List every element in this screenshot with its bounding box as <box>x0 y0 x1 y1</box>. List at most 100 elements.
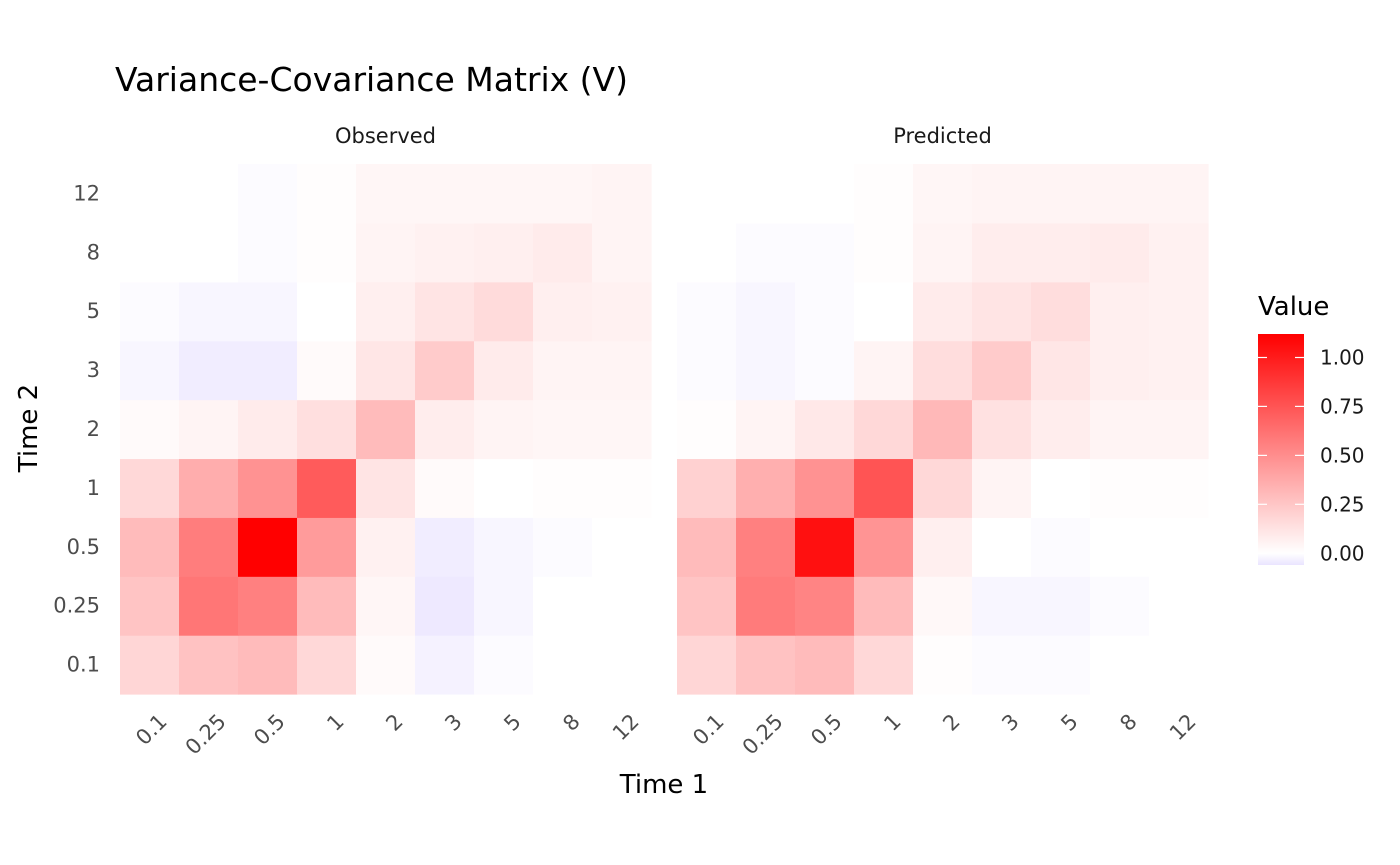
heatmap-cell-observed-1-5 <box>297 281 357 342</box>
heatmap-cell-observed-3-5 <box>415 281 475 342</box>
heatmap-cell-observed-5-12 <box>474 164 534 224</box>
y-tick-label: 12 <box>73 181 100 205</box>
heatmap-cell-predicted-12-2 <box>1149 399 1209 460</box>
heatmap-cell-observed-0.5-12 <box>238 164 298 224</box>
heatmap-cell-observed-0.5-0.25 <box>238 576 298 636</box>
heatmap-cell-predicted-1-1 <box>854 458 914 518</box>
heatmap-cell-predicted-8-5 <box>1090 281 1150 342</box>
heatmap-cell-predicted-1-5 <box>854 281 914 342</box>
heatmap-cell-predicted-5-1 <box>1031 458 1091 518</box>
heatmap-cell-predicted-2-2 <box>913 399 973 460</box>
heatmap-cell-predicted-2-0.5 <box>913 517 973 577</box>
heatmap-cell-observed-12-5 <box>592 281 652 342</box>
heatmap-cell-predicted-1-0.5 <box>854 517 914 577</box>
heatmap-cell-predicted-2-8 <box>913 222 973 283</box>
heatmap-cell-predicted-12-5 <box>1149 281 1209 342</box>
heatmap-cell-observed-0.1-0.1 <box>120 635 180 695</box>
heatmap-cell-observed-2-2 <box>356 399 416 460</box>
heatmap-cell-observed-0.1-5 <box>120 281 180 342</box>
heatmap-cell-predicted-0.1-12 <box>677 164 737 224</box>
heatmap-cell-observed-3-0.5 <box>415 517 475 577</box>
chart-title: Variance-Covariance Matrix (V) <box>115 60 628 99</box>
heatmap-cell-observed-12-3 <box>592 340 652 401</box>
heatmap-cell-observed-5-1 <box>474 458 534 518</box>
heatmap-cell-observed-3-3 <box>415 340 475 401</box>
y-tick-label: 0.25 <box>53 594 100 618</box>
heatmap-cell-observed-3-2 <box>415 399 475 460</box>
heatmap-cell-observed-12-1 <box>592 458 652 518</box>
legend-tick-label: 0.00 <box>1320 541 1365 565</box>
heatmap-cell-observed-8-2 <box>533 399 593 460</box>
heatmap-cell-observed-1-3 <box>297 340 357 401</box>
heatmap-cell-predicted-1-0.1 <box>854 635 914 695</box>
heatmap-cell-predicted-0.1-0.5 <box>677 517 737 577</box>
heatmap-cell-predicted-0.25-8 <box>736 222 796 283</box>
heatmap-cell-observed-5-2 <box>474 399 534 460</box>
heatmap-cell-observed-12-2 <box>592 399 652 460</box>
heatmap-cell-predicted-3-8 <box>972 222 1032 283</box>
x-tick-label: 0.1 <box>688 709 729 750</box>
heatmap-cell-predicted-5-5 <box>1031 281 1091 342</box>
heatmap-cell-observed-5-0.25 <box>474 576 534 636</box>
heatmap-cell-observed-0.1-2 <box>120 399 180 460</box>
heatmap-cell-predicted-2-3 <box>913 340 973 401</box>
heatmap-cell-observed-5-0.5 <box>474 517 534 577</box>
heatmap-cell-predicted-12-8 <box>1149 222 1209 283</box>
x-tick-label: 12 <box>1165 709 1201 745</box>
heatmap-cell-observed-2-1 <box>356 458 416 518</box>
heatmap-cell-observed-8-3 <box>533 340 593 401</box>
heatmap-cell-observed-3-0.1 <box>415 635 475 695</box>
heatmap-cell-observed-1-1 <box>297 458 357 518</box>
heatmap-cell-observed-3-8 <box>415 222 475 283</box>
heatmap-cell-observed-0.25-1 <box>179 458 239 518</box>
heatmap-cell-observed-1-2 <box>297 399 357 460</box>
heatmap-cell-observed-8-0.5 <box>533 517 593 577</box>
heatmap-cell-predicted-8-3 <box>1090 340 1150 401</box>
heatmap-cell-observed-2-8 <box>356 222 416 283</box>
heatmap-cell-predicted-0.5-3 <box>795 340 855 401</box>
heatmap-cell-predicted-12-1 <box>1149 458 1209 518</box>
heatmap-cell-observed-8-1 <box>533 458 593 518</box>
heatmap-cell-predicted-8-1 <box>1090 458 1150 518</box>
heatmap-cell-observed-0.25-8 <box>179 222 239 283</box>
heatmap-cell-observed-0.1-0.25 <box>120 576 180 636</box>
heatmap-cell-predicted-8-0.1 <box>1090 635 1150 695</box>
facet-label-predicted: Predicted <box>893 124 992 148</box>
heatmap-cell-observed-12-12 <box>592 164 652 224</box>
heatmap-cell-predicted-0.5-8 <box>795 222 855 283</box>
heatmap-cell-predicted-0.25-12 <box>736 164 796 224</box>
heatmap-cell-observed-2-0.25 <box>356 576 416 636</box>
heatmap-cell-observed-1-12 <box>297 164 357 224</box>
heatmap-cell-predicted-2-0.1 <box>913 635 973 695</box>
heatmap-cell-predicted-0.5-0.25 <box>795 576 855 636</box>
x-tick-label: 3 <box>997 709 1023 735</box>
heatmap-cell-predicted-5-12 <box>1031 164 1091 224</box>
heatmap-cell-predicted-0.5-0.1 <box>795 635 855 695</box>
heatmap-cell-observed-12-8 <box>592 222 652 283</box>
heatmap-cell-predicted-8-12 <box>1090 164 1150 224</box>
legend-colorbar <box>1258 334 1304 565</box>
heatmap-cell-predicted-5-2 <box>1031 399 1091 460</box>
heatmap-cell-observed-5-8 <box>474 222 534 283</box>
heatmap-cell-predicted-12-0.5 <box>1149 517 1209 577</box>
heatmap-cell-observed-0.25-5 <box>179 281 239 342</box>
legend-tick-label: 0.25 <box>1320 492 1365 516</box>
heatmap-cell-predicted-0.1-0.1 <box>677 635 737 695</box>
panel-predicted <box>677 164 1209 695</box>
x-tick-label: 0.25 <box>181 709 231 759</box>
y-tick-label: 8 <box>87 240 100 264</box>
heatmap-cell-observed-2-0.5 <box>356 517 416 577</box>
heatmap-cell-predicted-0.1-3 <box>677 340 737 401</box>
heatmap-cell-predicted-0.25-1 <box>736 458 796 518</box>
heatmap-cell-observed-0.25-0.1 <box>179 635 239 695</box>
heatmap-cell-predicted-0.1-8 <box>677 222 737 283</box>
heatmap-cell-observed-3-12 <box>415 164 475 224</box>
color-legend: Value 0.00 0.25 0.50 0.75 1.00 <box>1258 292 1365 565</box>
heatmap-cell-observed-0.5-0.1 <box>238 635 298 695</box>
heatmap-cell-predicted-3-0.1 <box>972 635 1032 695</box>
heatmap-cell-observed-0.5-8 <box>238 222 298 283</box>
x-tick-label: 0.5 <box>249 709 290 750</box>
heatmap-cell-predicted-8-0.5 <box>1090 517 1150 577</box>
